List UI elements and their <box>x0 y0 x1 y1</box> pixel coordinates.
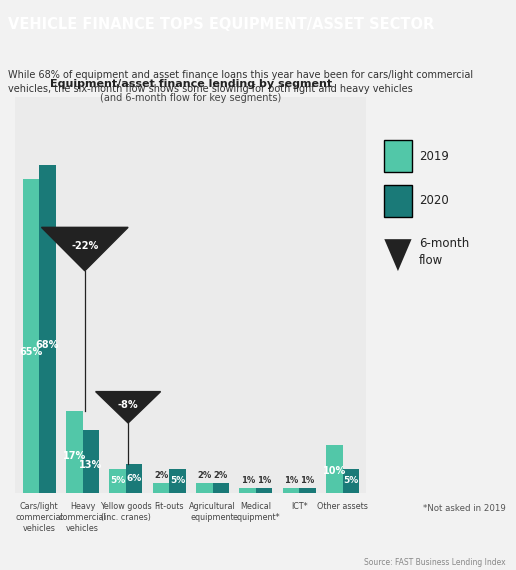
Text: 10%: 10% <box>322 466 346 477</box>
Bar <box>23 179 39 493</box>
Text: 68%: 68% <box>36 340 59 350</box>
Text: 5%: 5% <box>170 477 185 486</box>
FancyBboxPatch shape <box>384 185 412 217</box>
Bar <box>83 430 99 493</box>
Text: 13%: 13% <box>79 460 103 470</box>
Bar <box>213 483 229 493</box>
Text: 1%: 1% <box>257 477 271 485</box>
Bar <box>66 411 83 493</box>
Text: *Not asked in 2019: *Not asked in 2019 <box>423 504 506 513</box>
Bar <box>153 483 169 493</box>
Text: (and 6-month flow for key segments): (and 6-month flow for key segments) <box>100 93 282 103</box>
Text: 2020: 2020 <box>419 194 449 207</box>
Text: 5%: 5% <box>343 477 359 486</box>
Text: -22%: -22% <box>71 241 99 251</box>
Text: -8%: -8% <box>118 400 138 410</box>
Bar <box>109 469 126 493</box>
Bar <box>299 488 316 493</box>
Polygon shape <box>41 227 128 271</box>
Text: 1%: 1% <box>284 477 298 485</box>
FancyBboxPatch shape <box>384 140 412 172</box>
Bar <box>343 469 359 493</box>
Text: VEHICLE FINANCE TOPS EQUIPMENT/ASSET SECTOR: VEHICLE FINANCE TOPS EQUIPMENT/ASSET SEC… <box>8 17 434 32</box>
Text: 1%: 1% <box>240 477 255 485</box>
Bar <box>239 488 256 493</box>
Text: Source: FAST Business Lending Index: Source: FAST Business Lending Index <box>364 558 506 567</box>
Polygon shape <box>95 392 160 423</box>
Text: 5%: 5% <box>110 477 125 486</box>
Text: Equipment/asset finance lending by segment: Equipment/asset finance lending by segme… <box>50 79 332 89</box>
Text: 65%: 65% <box>20 347 43 357</box>
Bar <box>126 464 142 493</box>
Text: While 68% of equipment and asset finance loans this year have been for cars/ligh: While 68% of equipment and asset finance… <box>8 70 473 94</box>
Text: 17%: 17% <box>63 451 86 461</box>
Text: 2%: 2% <box>214 471 228 481</box>
Bar <box>283 488 299 493</box>
Bar <box>256 488 272 493</box>
Text: 2%: 2% <box>154 471 168 481</box>
Bar <box>169 469 186 493</box>
Text: 6%: 6% <box>126 474 142 483</box>
Bar <box>326 445 343 493</box>
Bar <box>39 165 56 493</box>
Polygon shape <box>384 239 412 271</box>
Text: 1%: 1% <box>300 477 315 485</box>
Text: 2019: 2019 <box>419 150 449 162</box>
Text: 6-month
flow: 6-month flow <box>419 237 469 267</box>
Bar <box>196 483 213 493</box>
Text: 2%: 2% <box>197 471 212 481</box>
